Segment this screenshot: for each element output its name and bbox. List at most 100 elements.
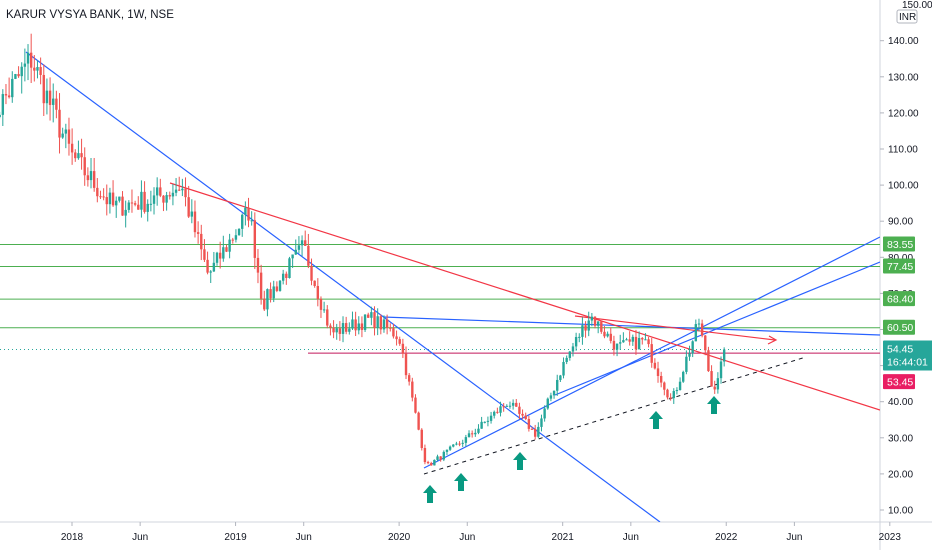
candle: [0, 111, 1, 119]
candle: [111, 180, 115, 207]
candle-body: [360, 323, 364, 330]
candle: [89, 158, 93, 189]
candle-body: [196, 232, 200, 234]
candle: [11, 71, 14, 103]
blue-trendline: [25, 51, 661, 522]
candle: [376, 308, 379, 336]
candle-body: [304, 240, 307, 246]
candle: [291, 254, 294, 268]
x-tick-label: 2022: [715, 532, 738, 543]
candle: [83, 147, 86, 186]
candle: [278, 280, 282, 292]
candle-body: [14, 74, 17, 79]
candle-body: [348, 328, 351, 332]
candle-body: [133, 203, 137, 205]
candle-body: [190, 211, 194, 217]
candle-body: [36, 67, 39, 71]
support-arrow-icon: [454, 473, 468, 491]
candle-body: [445, 449, 449, 452]
candle-body: [269, 289, 272, 299]
candle-body: [606, 333, 609, 337]
candle: [171, 184, 175, 206]
candle: [568, 350, 572, 361]
candle: [152, 187, 156, 215]
candle: [392, 323, 395, 339]
x-tick-label: 2020: [388, 532, 411, 543]
candle: [304, 230, 307, 247]
candle-body: [392, 328, 395, 337]
level-price-tag-label: 77.45: [887, 261, 913, 273]
candle: [637, 331, 641, 350]
candle: [543, 405, 546, 422]
candle-body: [666, 389, 669, 398]
candle: [149, 190, 153, 212]
candle: [581, 317, 584, 345]
candle: [247, 197, 250, 228]
plot-area: [0, 33, 880, 522]
candle: [86, 167, 90, 187]
y-tick-label: 10.00: [888, 506, 913, 517]
candle-body: [707, 350, 710, 372]
candle-body: [634, 336, 638, 350]
candle-body: [533, 428, 537, 437]
level-price-tag-label: 83.55: [887, 239, 913, 251]
currency-box: [896, 9, 918, 24]
candle-body: [322, 309, 326, 311]
candle: [700, 319, 704, 338]
candle-body: [385, 319, 389, 328]
candle: [357, 316, 360, 335]
red-arrowhead: [767, 335, 778, 345]
candle-body: [4, 94, 8, 96]
candle: [656, 361, 660, 383]
candle: [650, 337, 653, 368]
candle-body: [644, 339, 647, 341]
candle-body: [691, 341, 694, 354]
candle-body: [578, 336, 581, 338]
candle: [200, 224, 203, 261]
candle: [436, 454, 439, 462]
candle: [461, 439, 464, 448]
candle-body: [593, 316, 597, 326]
candle-body: [625, 339, 628, 341]
candle-body: [379, 316, 383, 330]
dashed-support-line: [423, 356, 807, 475]
candle: [467, 430, 471, 438]
candle-body: [165, 195, 168, 203]
candle-body: [603, 331, 606, 337]
candle: [474, 428, 477, 437]
candle-body: [530, 428, 534, 430]
candle-body: [159, 187, 162, 196]
candle: [234, 229, 238, 243]
candle: [464, 434, 468, 447]
candle-body: [363, 314, 367, 330]
candle-body: [184, 188, 187, 198]
candle-body: [77, 153, 80, 159]
candle-body: [448, 446, 452, 450]
candle: [515, 399, 518, 407]
candle: [401, 338, 405, 358]
candle-body: [80, 153, 83, 158]
candle-body: [124, 209, 127, 216]
candle: [64, 123, 68, 149]
candle-body: [672, 391, 675, 399]
candle-body: [470, 433, 474, 435]
candle: [644, 333, 647, 341]
candle: [590, 312, 594, 327]
candle-body: [389, 327, 392, 329]
x-tick-label: 2023: [879, 532, 902, 543]
candle: [55, 90, 58, 119]
candle: [329, 323, 332, 336]
candle-body: [430, 463, 433, 466]
candle-body: [0, 114, 1, 118]
candle-body: [612, 340, 616, 350]
candle-body: [587, 320, 590, 331]
candle: [398, 336, 401, 346]
candle: [483, 421, 486, 424]
candle-body: [631, 336, 635, 342]
candle: [363, 314, 367, 332]
support-arrow-icon: [649, 411, 663, 429]
candle-body: [439, 456, 442, 460]
candle: [70, 128, 74, 165]
candle-body: [414, 397, 417, 413]
